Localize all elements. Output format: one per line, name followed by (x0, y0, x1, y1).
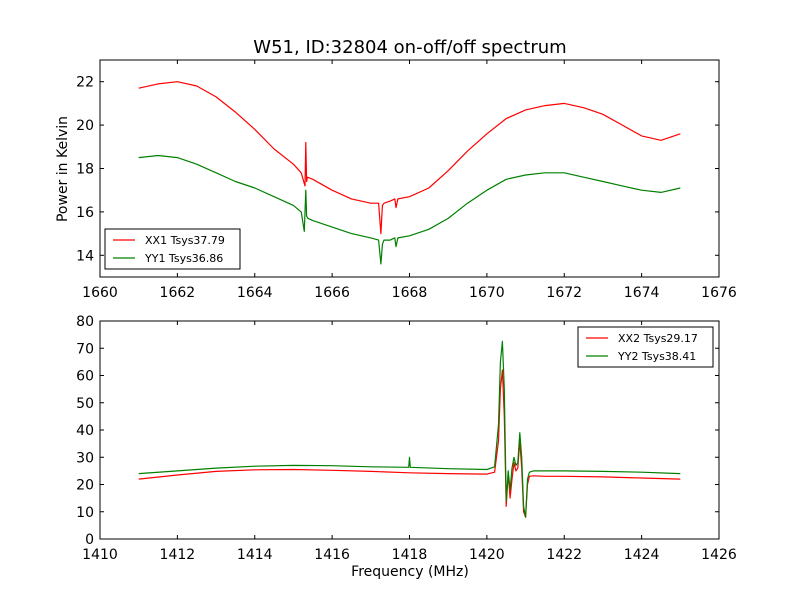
top-chart-x-tick-label: 1662 (160, 285, 196, 301)
top-chart-series-line-1 (138, 81, 681, 235)
bottom-chart-x-tick-label: 1418 (392, 547, 428, 563)
top-chart-title: W51, ID:32804 on-off/off spectrum (253, 37, 566, 58)
bottom-chart-series-line-1 (138, 369, 681, 518)
bottom-chart-x-tick-label: 1416 (314, 547, 350, 563)
top-chart-legend: XX1 Tsys37.79 YY1 Tsys36.86 (104, 228, 241, 270)
bottom-chart-y-tick-label: 0 (85, 532, 94, 548)
top-chart-y-tick-label: 16 (76, 205, 94, 221)
bottom-chart-y-tick-label: 80 (76, 314, 94, 330)
bottom-chart-x-axis-label: Frequency (MHz) (351, 564, 469, 580)
bottom-chart-legend-label-2: YY2 Tsys38.41 (617, 350, 696, 363)
bottom-chart-x-tick-label: 1410 (82, 547, 118, 563)
bottom-chart-x-tick-label: 1422 (546, 547, 582, 563)
top-chart-x-tick-label: 1666 (314, 285, 350, 301)
top-chart-y-axis-label: Power in Kelvin (55, 116, 71, 222)
bottom-chart-y-tick-label: 30 (76, 450, 94, 466)
bottom-chart-legend: XX2 Tsys29.17 YY2 Tsys38.41 (577, 326, 714, 368)
bottom-chart-series-line-2 (138, 340, 681, 518)
top-chart-series-group (138, 81, 681, 265)
top-chart-legend-label-2: YY1 Tsys36.86 (144, 252, 223, 265)
bottom-chart-legend-label-1: XX2 Tsys29.17 (618, 332, 698, 345)
top-chart-x-tick-label: 1676 (701, 285, 737, 301)
bottom-chart-x-tick-label: 1424 (624, 547, 660, 563)
top-chart-axis-ticks: 1660 1662 1664 1666 1668 1670 1672 1674 1676 14 16… (76, 60, 737, 301)
bottom-chart-x-tick-label: 1414 (237, 547, 273, 563)
top-chart-x-tick-label: 1670 (469, 285, 505, 301)
bottom-chart-x-tick-label: 1412 (160, 547, 196, 563)
bottom-chart-y-tick-label: 40 (76, 423, 94, 439)
bottom-chart-y-tick-label: 70 (76, 341, 94, 357)
top-chart-x-tick-label: 1672 (546, 285, 582, 301)
bottom-chart-series-group (138, 340, 681, 518)
bottom-chart-y-tick-label: 10 (76, 505, 94, 521)
top-chart-legend-frame (104, 228, 241, 270)
bottom-chart-legend-frame (577, 326, 714, 368)
bottom-chart-y-tick-label: 20 (76, 478, 94, 494)
bottom-chart-y-tick-label: 50 (76, 396, 94, 412)
top-chart-x-tick-label: 1674 (624, 285, 660, 301)
top-chart: W51, ID:32804 on-off/off spectrum Power … (55, 37, 737, 301)
top-chart-x-tick-label: 1660 (82, 285, 118, 301)
bottom-chart-x-tick-label: 1426 (701, 547, 737, 563)
top-chart-x-tick-label: 1668 (392, 285, 428, 301)
bottom-chart-y-tick-label: 60 (76, 369, 94, 385)
top-chart-y-tick-label: 20 (76, 118, 94, 134)
bottom-chart-x-tick-label: 1420 (469, 547, 505, 563)
top-chart-y-tick-label: 18 (76, 162, 94, 178)
top-chart-legend-label-1: XX1 Tsys37.79 (145, 234, 225, 247)
top-chart-x-tick-label: 1664 (237, 285, 273, 301)
top-chart-series-line-2 (138, 154, 681, 265)
bottom-chart-axis-ticks: 1410 1412 1414 1416 1418 1420 1422 1424 1426 0 10 2… (76, 314, 737, 563)
top-chart-y-tick-label: 22 (76, 75, 94, 91)
top-chart-y-tick-label: 14 (76, 248, 94, 264)
bottom-chart: Frequency (MHz) 1410 1412 1414 1416 1418 1420… (76, 314, 737, 580)
